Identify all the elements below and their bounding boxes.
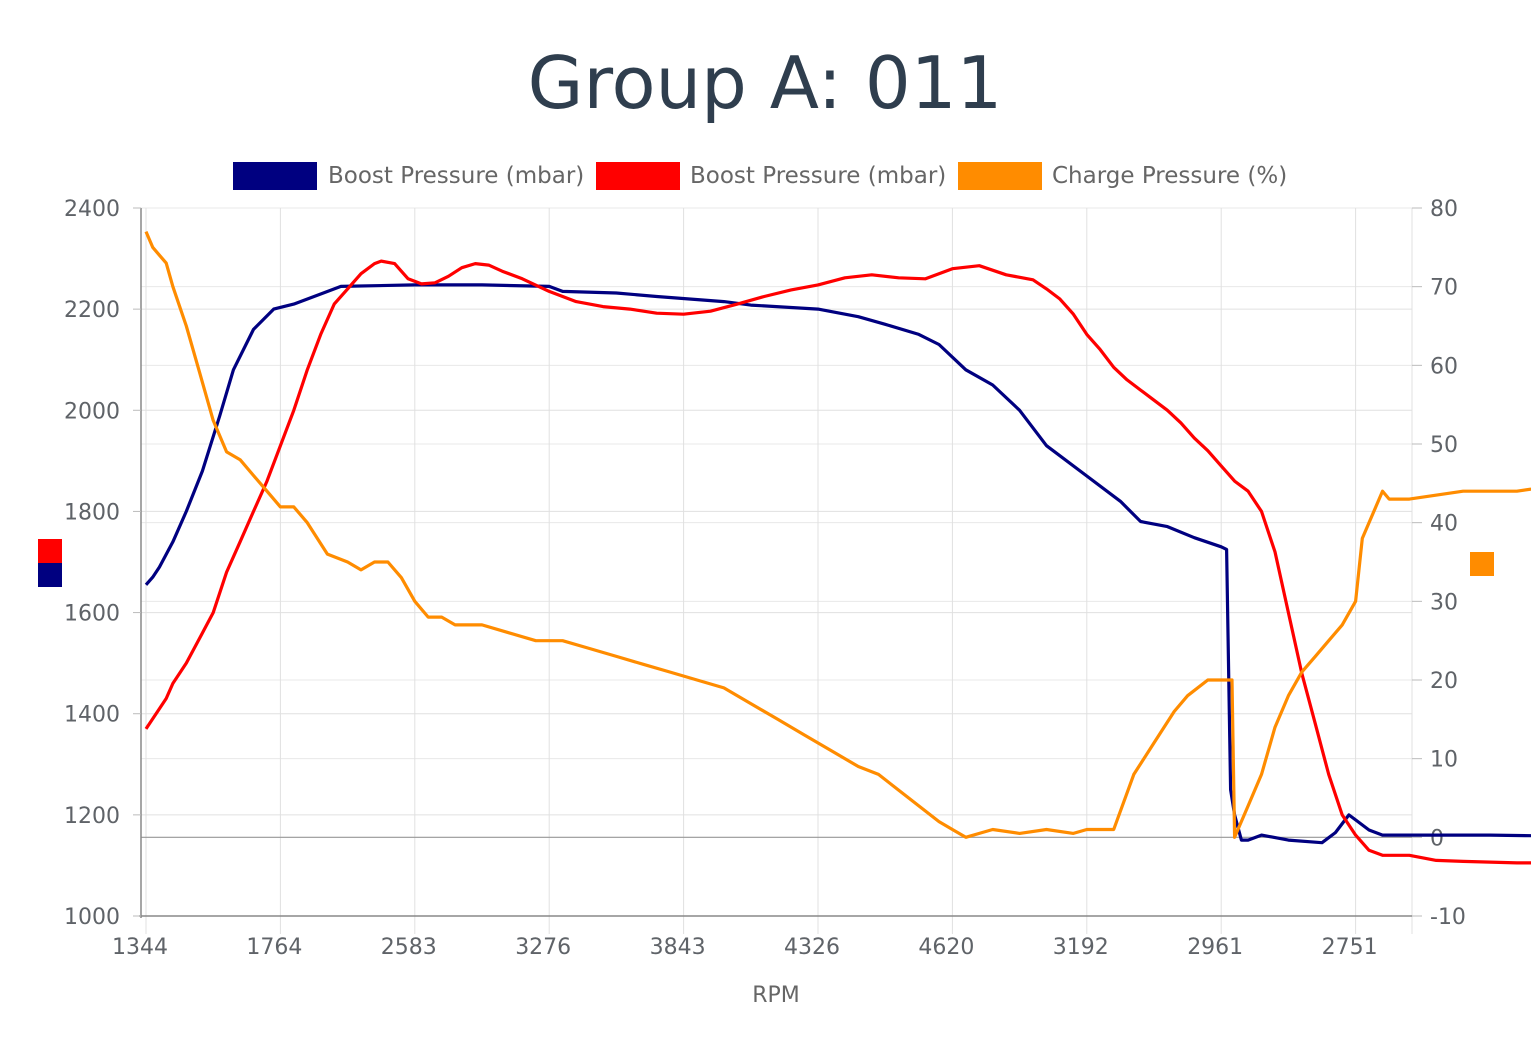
y-right-tick-label: 30 xyxy=(1430,590,1458,615)
series-group xyxy=(144,230,1531,865)
series-line-0[interactable] xyxy=(144,283,1531,845)
y-right-tick-label: 0 xyxy=(1430,826,1444,851)
left-axis-marker-red xyxy=(38,539,62,563)
y-right-tick-label: -10 xyxy=(1430,905,1466,930)
x-tick-label: 2961 xyxy=(1187,935,1243,960)
legend-label-boost-red[interactable]: Boost Pressure (mbar) xyxy=(690,163,946,189)
legend-swatch-boost-navy[interactable] xyxy=(233,162,317,190)
y-right-tick-label: 40 xyxy=(1430,512,1458,537)
x-tick-label: 1344 xyxy=(112,935,168,960)
x-tick-label: 4326 xyxy=(784,935,840,960)
y-right-tick-label: 60 xyxy=(1430,354,1458,379)
x-tick-label: 1764 xyxy=(246,935,302,960)
x-tick-label: 3843 xyxy=(650,935,706,960)
y-right-tick-label: 50 xyxy=(1430,433,1458,458)
y-right-tick-label: 10 xyxy=(1430,748,1458,773)
y-right-tick-label: 80 xyxy=(1430,197,1458,222)
y-tick-label: 2400 xyxy=(64,197,120,222)
legend-swatch-charge-orange[interactable] xyxy=(958,162,1042,190)
legend-label-boost-navy[interactable]: Boost Pressure (mbar) xyxy=(328,163,584,189)
y-tick-label: 1000 xyxy=(64,905,120,930)
y-tick-label: 1400 xyxy=(64,703,120,728)
y-tick-label: 1200 xyxy=(64,804,120,829)
grid xyxy=(141,207,1413,934)
legend-swatch-boost-red[interactable] xyxy=(596,162,680,190)
y-right-tick-label: 70 xyxy=(1430,276,1458,301)
series-line-1[interactable] xyxy=(144,259,1531,865)
x-tick-label: 2751 xyxy=(1322,935,1378,960)
y-tick-label: 1800 xyxy=(64,500,120,525)
axes: 1000 1200 1400 1600 1800 2000 2200 2400 -10 0 10 20… xyxy=(64,197,1466,960)
right-axis-marker-orange xyxy=(1470,552,1494,576)
x-tick-label: 2583 xyxy=(381,935,437,960)
x-tick-label: 3192 xyxy=(1053,935,1109,960)
chart-title: Group A: 011 xyxy=(528,41,1003,125)
x-tick-label: 3276 xyxy=(515,935,571,960)
y-tick-label: 1600 xyxy=(64,602,120,627)
x-axis-title: RPM xyxy=(752,983,800,1008)
legend: Boost Pressure (mbar) Boost Pressure (mb… xyxy=(233,162,1287,190)
left-axis-marker-navy xyxy=(38,563,62,587)
y-tick-label: 2200 xyxy=(64,298,120,323)
series-line-2[interactable] xyxy=(144,230,1531,839)
x-tick-label: 4620 xyxy=(918,935,974,960)
y-tick-label: 2000 xyxy=(64,399,120,424)
legend-label-charge-orange[interactable]: Charge Pressure (%) xyxy=(1052,163,1287,189)
y-right-tick-label: 20 xyxy=(1430,669,1458,694)
